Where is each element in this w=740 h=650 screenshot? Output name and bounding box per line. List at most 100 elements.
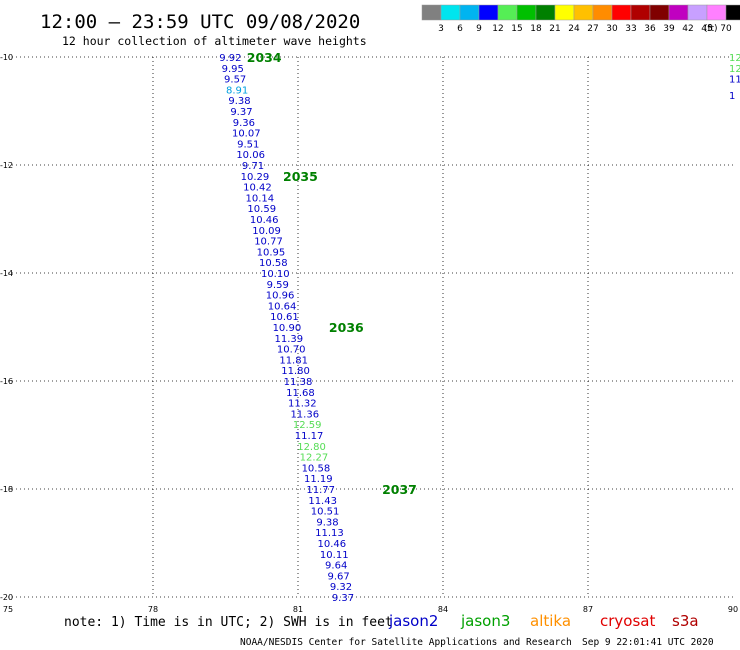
data-point-label: 10.64 [268, 301, 297, 312]
edge-point-label: 12 [729, 53, 740, 64]
scale-label: 39 [663, 24, 675, 34]
data-point-label: 9.37 [332, 593, 354, 604]
data-point-label: 8.91 [226, 85, 248, 96]
pass-annotation: 2037 [382, 482, 417, 497]
data-point-label: 10.58 [259, 258, 288, 269]
y-tick-label: -20 [0, 593, 13, 602]
data-point-label: 10.51 [311, 507, 340, 518]
scale-label: 70 [720, 24, 732, 34]
data-point-label: 10.61 [270, 312, 299, 323]
data-point-label: 9.38 [316, 517, 338, 528]
scale-label: 12 [492, 24, 503, 34]
chart-subtitle: 12 hour collection of altimeter wave hei… [62, 34, 367, 48]
scale-label: 42 [682, 24, 693, 34]
data-point-label: 9.36 [233, 118, 255, 129]
x-tick-label: 81 [293, 605, 303, 614]
pass-annotation: 2035 [283, 169, 318, 184]
scale-swatch [535, 4, 556, 21]
data-point-label: 12.59 [293, 420, 322, 431]
data-points: 9.929.959.578.919.389.379.3610.079.5110.… [219, 53, 354, 604]
satellite-name: altika [530, 612, 571, 630]
scale-swatch [687, 4, 708, 21]
y-tick-label: -10 [0, 53, 13, 62]
data-point-label: 11.38 [284, 377, 313, 388]
footer-timestamp: Sep 9 22:01:41 UTC 2020 [582, 637, 714, 648]
y-tick-label: -14 [0, 269, 13, 278]
scale-label: 36 [644, 24, 656, 34]
edge-point-label: 1 [729, 91, 735, 102]
scale-swatch [516, 4, 537, 21]
satellite-name: jason2 [388, 612, 438, 630]
scale-swatch [649, 4, 670, 21]
x-tick-label: 90 [728, 605, 738, 614]
data-point-label: 10.06 [236, 150, 265, 161]
data-point-label: 10.90 [273, 323, 302, 334]
data-point-label: 9.92 [219, 53, 241, 64]
data-point-label: 11.80 [281, 366, 310, 377]
data-point-label: 12.27 [300, 453, 329, 464]
satellite-name: jason3 [460, 612, 510, 630]
scale-label: 30 [606, 24, 618, 34]
scale-swatch [668, 4, 689, 21]
data-point-label: 11.39 [274, 334, 303, 345]
scale-swatch [725, 4, 740, 21]
data-point-label: 10.96 [266, 291, 295, 302]
scale-swatch [421, 4, 442, 21]
footer-credit: NOAA/NESDIS Center for Satellite Applica… [240, 637, 572, 648]
data-point-label: 10.10 [261, 269, 290, 280]
scale-swatch [459, 4, 480, 21]
pass-annotations: 2034 2035 2036 2037 [247, 50, 417, 497]
scale-label: 45 [701, 24, 712, 34]
grid-lines [8, 56, 733, 598]
y-axis-ticks: -10 -12 -14 -16 -18 -20 [0, 53, 13, 602]
data-point-label: 10.09 [252, 226, 281, 237]
data-point-label: 9.38 [228, 96, 250, 107]
x-tick-label: 84 [438, 605, 448, 614]
scale-label: 15 [511, 24, 522, 34]
edge-point-label: 12 [729, 64, 740, 75]
scale-label: 18 [530, 24, 542, 34]
data-point-label: 11.81 [279, 355, 308, 366]
color-scale-legend: 3 6 9 12 15 18 21 24 27 30 33 36 39 42 45 70 [421, 4, 740, 34]
data-point-label: 11.68 [286, 388, 315, 399]
scale-swatch [592, 4, 613, 21]
scale-swatch [706, 4, 727, 21]
data-point-label: 11.36 [290, 409, 319, 420]
scale-swatch [554, 4, 575, 21]
data-point-label: 9.67 [327, 571, 349, 582]
scale-label: 33 [625, 24, 636, 34]
data-point-label: 12.80 [297, 442, 326, 453]
data-point-label: 11.77 [306, 485, 335, 496]
scale-swatch [440, 4, 461, 21]
data-point-label: 11.13 [315, 528, 344, 539]
scale-label: 6 [457, 24, 463, 34]
scale-swatch [611, 4, 632, 21]
data-point-label: 9.32 [330, 582, 352, 593]
pass-annotation: 2034 [247, 50, 282, 65]
data-point-label: 11.17 [295, 431, 324, 442]
x-axis-ticks: 75 78 81 84 87 90 [3, 605, 738, 614]
data-point-label: 10.29 [241, 172, 270, 183]
scale-swatch [573, 4, 594, 21]
data-point-label: 9.57 [224, 75, 246, 86]
data-point-label: 10.07 [232, 129, 261, 140]
footer-note: note: 1) Time is in UTC; 2) SWH is in fe… [64, 615, 393, 630]
data-point-label: 10.59 [247, 204, 276, 215]
scale-label: 27 [587, 24, 598, 34]
color-scale-unit: (ft) [704, 24, 718, 34]
data-point-label: 9.59 [267, 280, 289, 291]
scale-label: 24 [568, 24, 580, 34]
scale-swatch [497, 4, 518, 21]
scale-swatch [478, 4, 499, 21]
x-tick-label: 87 [583, 605, 593, 614]
satellite-name: cryosat [600, 612, 655, 630]
plot-area: 75 78 81 84 87 90 -10 -12 -14 -16 -18 -20 9.929.95… [0, 50, 740, 614]
data-point-label: 10.77 [254, 237, 283, 248]
pass-annotation: 2036 [329, 320, 364, 335]
data-point-label: 10.46 [250, 215, 279, 226]
data-point-label: 10.42 [243, 183, 272, 194]
edge-point-label: 11 [729, 75, 740, 86]
data-point-label: 10.14 [245, 193, 274, 204]
scale-label: 3 [438, 24, 444, 34]
